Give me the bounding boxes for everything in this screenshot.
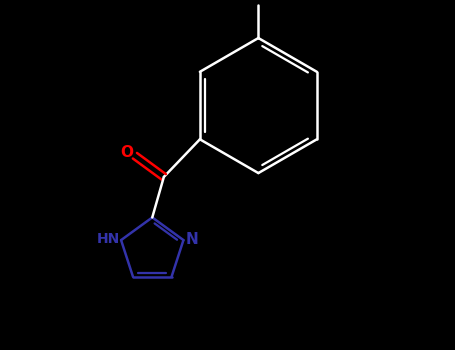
Text: O: O: [120, 145, 133, 160]
Text: N: N: [186, 232, 198, 247]
Text: HN: HN: [97, 232, 121, 246]
